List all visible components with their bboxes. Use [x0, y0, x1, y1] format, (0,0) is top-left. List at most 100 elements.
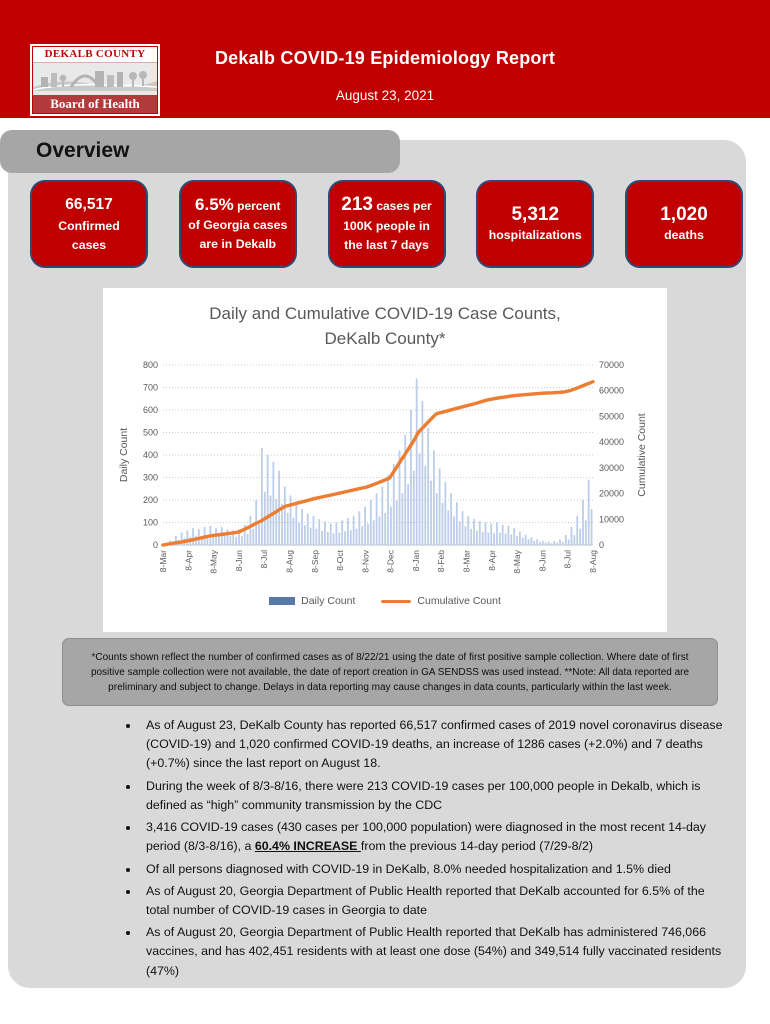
- report-header-banner: DEKALB COUNTY: [0, 0, 770, 118]
- stat-label-line: Confirmed: [58, 219, 120, 234]
- stat-label-line: are in Dekalb: [199, 236, 277, 251]
- overview-section-tab: Overview: [0, 130, 400, 173]
- stat-label-line: deaths: [664, 228, 704, 243]
- report-title: Dekalb COVID-19 Epidemiology Report: [214, 48, 556, 68]
- logo-county-name: DEKALB COUNTY: [33, 47, 157, 63]
- stat-cards-row: 66,517 Confirmed cases 6.5% percent of Georg…: [30, 180, 743, 268]
- report-date: August 23, 2021: [335, 88, 435, 103]
- svg-text:300: 300: [143, 473, 158, 483]
- stat-value: 66,517: [65, 195, 113, 213]
- legend-line-swatch-icon: [381, 599, 412, 604]
- bullet-item-0: As of August 23, DeKalb County has repor…: [140, 716, 726, 774]
- legend-item-cumulative-count: Cumulative Count: [381, 595, 501, 608]
- logo-skyline-icon: [33, 63, 157, 95]
- svg-text:20000: 20000: [599, 489, 624, 499]
- stat-value: 1,020: [660, 203, 708, 225]
- svg-text:8-Apr: 8-Apr: [183, 550, 193, 571]
- chart-title: Daily and Cumulative COVID-19 Case Count…: [103, 302, 667, 351]
- chart-title-line1: Daily and Cumulative COVID-19 Case Count…: [209, 304, 561, 323]
- stat-card-4: 1,020 deaths: [625, 180, 743, 268]
- stat-label-line: cases: [71, 238, 107, 253]
- bullet-text: As of August 23, DeKalb County has repor…: [146, 718, 723, 771]
- chart-footnote-text: *Counts shown reflect the number of conf…: [90, 651, 690, 693]
- bullet-item-5: As of August 20, Georgia Department of P…: [140, 923, 726, 981]
- stat-label-line: of Georgia cases: [188, 217, 288, 232]
- svg-text:70000: 70000: [599, 360, 624, 370]
- svg-text:8-May: 8-May: [209, 550, 219, 574]
- stat-value: 5,312: [511, 203, 560, 225]
- summary-bullets: As of August 23, DeKalb County has repor…: [120, 716, 726, 984]
- stat-card-1: 6.5% percent of Georgia cases are in Dekal…: [178, 180, 297, 268]
- stat-value: 6.5% percent: [195, 195, 281, 215]
- legend-item-daily-count: Daily Count: [269, 595, 355, 607]
- svg-text:30000: 30000: [599, 463, 624, 473]
- svg-text:600: 600: [143, 405, 158, 415]
- overview-heading: Overview: [36, 139, 130, 162]
- stat-inline-label: cases per: [372, 199, 432, 214]
- bullet-text: As of August 20, Georgia Department of P…: [146, 883, 705, 917]
- bullet-text: from the previous 14-day period (7/29-8/…: [360, 839, 593, 854]
- chart-legend: Daily Count Cumulative Count: [103, 595, 667, 607]
- logo-frame: DEKALB COUNTY: [32, 46, 158, 114]
- dekalb-board-of-health-logo: DEKALB COUNTY: [30, 44, 160, 116]
- stat-card-3: 5,312 hospitalizations: [476, 180, 595, 268]
- stat-card-0: 66,517 Confirmed cases: [30, 180, 148, 268]
- stat-label-line: hospitalizations: [488, 228, 582, 243]
- svg-text:8-Aug: 8-Aug: [285, 550, 295, 573]
- bullet-item-4: As of August 20, Georgia Department of P…: [140, 882, 726, 920]
- svg-text:0: 0: [153, 540, 158, 550]
- svg-text:800: 800: [143, 360, 158, 370]
- bullet-item-1: During the week of 8/3-8/16, there were …: [140, 777, 726, 815]
- bullet-emphasis-text: 60.4% INCREASE: [254, 839, 361, 854]
- daily-cumulative-case-chart: 0 100 200 300 400 500 600 700 800 0 10000 20000 3000…: [118, 360, 648, 574]
- bullet-text: 3,416 COVID-19 cases (430 cases per 100,…: [146, 820, 706, 854]
- stat-card-2: 213 cases per 100K people in the last 7 da…: [327, 180, 446, 268]
- covid-chart-card: Daily and Cumulative COVID-19 Case Count…: [103, 288, 667, 632]
- legend-bar-swatch-icon: [269, 597, 296, 606]
- svg-text:0: 0: [599, 540, 604, 550]
- svg-text:Daily Count: Daily Count: [118, 428, 130, 482]
- legend-label: Cumulative Count: [417, 595, 501, 608]
- bullet-text: During the week of 8/3-8/16, there were …: [146, 778, 701, 812]
- svg-text:400: 400: [143, 450, 158, 460]
- svg-text:200: 200: [143, 495, 158, 505]
- svg-text:8-Oct: 8-Oct: [335, 550, 345, 571]
- chart-footnote-box: *Counts shown reflect the number of conf…: [62, 638, 718, 706]
- logo-board-of-health: Board of Health: [33, 95, 157, 113]
- chart-title-line2: DeKalb County*: [324, 328, 446, 348]
- svg-text:Cumulative Count: Cumulative Count: [636, 413, 648, 497]
- svg-text:10000: 10000: [599, 515, 624, 525]
- bullet-text: Of all persons diagnosed with COVID-19 i…: [146, 861, 671, 876]
- stat-label-line: 100K people in: [343, 218, 430, 233]
- overview-panel: 66,517 Confirmed cases 6.5% percent of Georg…: [8, 140, 746, 988]
- svg-text:700: 700: [143, 383, 158, 393]
- svg-text:8-Aug: 8-Aug: [588, 550, 598, 573]
- svg-text:8-Mar: 8-Mar: [158, 550, 168, 572]
- bullet-item-3: Of all persons diagnosed with COVID-19 i…: [140, 860, 726, 879]
- svg-text:40000: 40000: [599, 437, 624, 447]
- svg-text:8-May: 8-May: [512, 550, 522, 574]
- svg-text:8-Sep: 8-Sep: [310, 550, 320, 573]
- svg-text:8-Jan: 8-Jan: [411, 550, 421, 572]
- svg-text:50000: 50000: [599, 412, 624, 422]
- svg-text:8-Mar: 8-Mar: [462, 550, 472, 572]
- bullet-item-2: 3,416 COVID-19 cases (430 cases per 100,…: [140, 818, 726, 856]
- svg-text:8-Jul: 8-Jul: [563, 550, 573, 569]
- bullet-list: As of August 23, DeKalb County has repor…: [140, 716, 726, 981]
- svg-text:100: 100: [143, 518, 158, 528]
- svg-text:8-Nov: 8-Nov: [360, 550, 370, 573]
- stat-label-line: the last 7 days: [344, 237, 429, 252]
- svg-text:500: 500: [143, 428, 158, 438]
- svg-text:8-Feb: 8-Feb: [436, 550, 446, 572]
- stat-value: 213 cases per: [341, 194, 432, 216]
- svg-text:8-Jul: 8-Jul: [259, 550, 269, 569]
- svg-text:8-Jun: 8-Jun: [234, 550, 244, 572]
- svg-text:8-Apr: 8-Apr: [487, 550, 497, 571]
- svg-text:8-Jun: 8-Jun: [537, 550, 547, 572]
- bullet-text: As of August 20, Georgia Department of P…: [146, 925, 722, 978]
- svg-text:60000: 60000: [599, 386, 624, 396]
- legend-label: Daily Count: [301, 595, 356, 608]
- stat-inline-label: percent: [233, 199, 281, 214]
- svg-text:8-Dec: 8-Dec: [386, 550, 396, 573]
